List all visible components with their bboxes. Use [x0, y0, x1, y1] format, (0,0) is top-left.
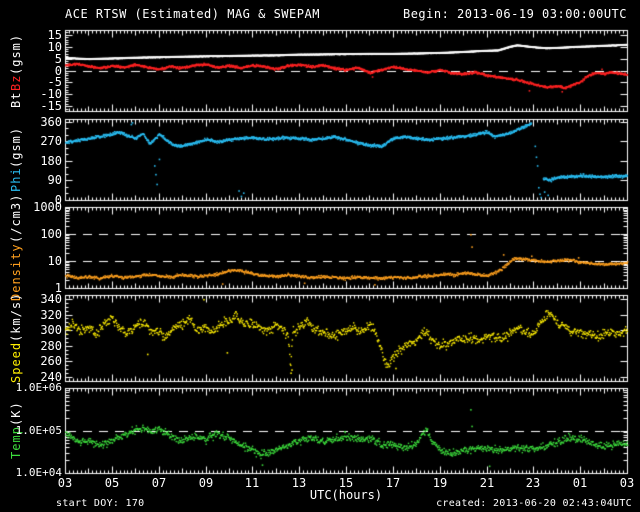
ylabel-speed-text: Speed — [9, 342, 23, 384]
ylabel-phi: Phi (gsm) — [8, 119, 24, 200]
y-tick-label: 100 — [40, 227, 62, 241]
y-tick-label: 320 — [40, 308, 62, 322]
y-tick-label: 5 — [54, 52, 62, 66]
x-tick-label: 03 — [619, 476, 635, 490]
y-tick-label: -15 — [40, 99, 62, 113]
ylabel-bt-bz: Bt Bz (gsm) — [8, 30, 24, 111]
created-timestamp: created: 2013-06-20 02:43:04UTC — [436, 498, 632, 509]
y-tick-label: 1.0E+05 — [15, 424, 62, 437]
y-tick-label: -5 — [47, 75, 62, 89]
title-row: ACE RTSW (Estimated) MAG & SWEPAM Begin:… — [65, 7, 627, 21]
y-tick-label: 1.0E+04 — [15, 466, 62, 479]
y-tick-label: 1 — [54, 281, 62, 295]
y-tick-label: 10 — [47, 254, 62, 268]
y-tick-label: 300 — [40, 323, 62, 337]
ylabel-density-unit: (/cm3) — [9, 194, 23, 244]
y-tick-label: 360 — [40, 115, 62, 129]
ylabel-phi-text: Phi — [9, 167, 23, 193]
y-tick-label: 1.0E+06 — [15, 381, 62, 394]
ylabel-speed-unit: (km/s) — [9, 292, 23, 343]
x-tick-label: 15 — [338, 476, 354, 490]
x-tick-label: 03 — [57, 476, 73, 490]
y-tick-label: 10 — [47, 40, 62, 54]
x-tick-label: 11 — [244, 476, 260, 490]
y-tick-label: 90 — [47, 173, 62, 187]
x-tick-label: 23 — [525, 476, 541, 490]
ylabel-bt: Bt — [9, 91, 23, 108]
x-tick-label: 01 — [572, 476, 588, 490]
y-tick-label: 240 — [40, 370, 62, 384]
x-tick-label: 05 — [104, 476, 120, 490]
x-tick-label: 09 — [198, 476, 214, 490]
y-tick-label: -10 — [40, 87, 62, 101]
x-axis-title: UTC(hours) — [309, 488, 383, 502]
x-tick-label: 21 — [479, 476, 495, 490]
begin-timestamp: Begin: 2013-06-19 03:00:00UTC — [402, 7, 627, 21]
ylabel-temp-unit: (K) — [9, 401, 23, 427]
y-tick-label: 0 — [54, 64, 62, 78]
y-tick-label: 0 — [54, 193, 62, 207]
y-tick-label: 270 — [40, 134, 62, 148]
ylabel-bz: Bz — [9, 74, 23, 92]
y-tick-label: 340 — [40, 292, 62, 306]
y-tick-label: 280 — [40, 339, 62, 353]
ylabel-density: Density (/cm3) — [8, 194, 24, 301]
ylabel-phi-unit: (gsm) — [9, 126, 23, 168]
y-tick-label: 180 — [40, 154, 62, 168]
ylabel-speed: Speed (km/s) — [8, 292, 24, 384]
page-title: ACE RTSW (Estimated) MAG & SWEPAM — [65, 7, 320, 21]
start-doy-label: start DOY: 170 — [56, 498, 145, 509]
ylabel-mag-unit: (gsm) — [9, 33, 23, 75]
x-tick-label: 07 — [151, 476, 167, 490]
y-tick-label: 15 — [47, 28, 62, 42]
x-tick-label: 17 — [385, 476, 401, 490]
x-tick-label: 19 — [432, 476, 448, 490]
x-tick-label: 13 — [291, 476, 307, 490]
y-tick-label: 1000 — [33, 200, 62, 214]
y-tick-label: 260 — [40, 354, 62, 368]
